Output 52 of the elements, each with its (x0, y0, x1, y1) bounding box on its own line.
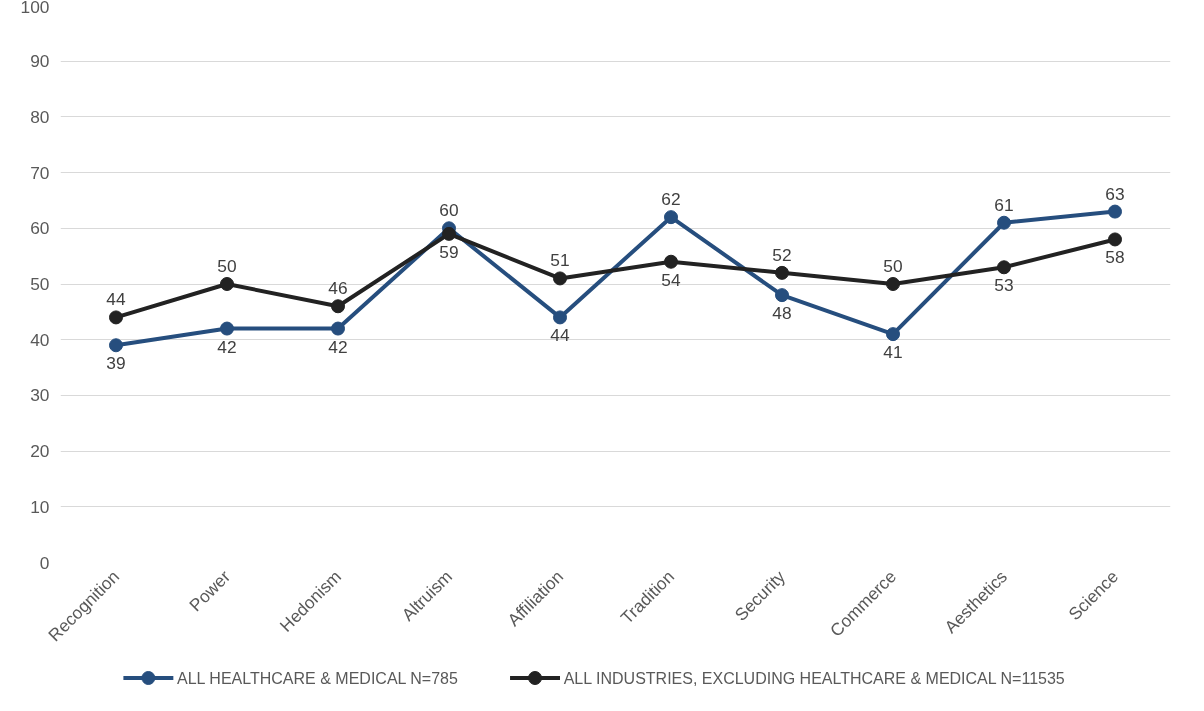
data-label: 39 (106, 353, 126, 374)
data-label: 41 (883, 342, 903, 363)
point (997, 215, 1011, 230)
data-label: 50 (883, 256, 903, 276)
data-label: 52 (772, 244, 792, 265)
point (442, 226, 456, 241)
data-label: 42 (328, 336, 348, 357)
data-label: 62 (661, 189, 681, 210)
y-tick-label: 0 (39, 552, 50, 573)
data-label: 42 (217, 336, 237, 357)
y-tick-label: 60 (30, 218, 50, 239)
point (664, 210, 678, 225)
point (220, 277, 234, 291)
point (109, 338, 123, 353)
y-tick-label: 20 (30, 441, 50, 462)
point (331, 299, 345, 314)
point (1108, 204, 1122, 219)
point (775, 288, 789, 303)
data-label: 60 (439, 200, 459, 221)
y-tick-label: 80 (30, 106, 50, 127)
y-tick-label: 30 (30, 385, 50, 406)
point (553, 310, 567, 325)
point (997, 260, 1011, 275)
data-label: 48 (772, 303, 792, 324)
data-label: 44 (550, 325, 570, 346)
y-tick-label: 40 (30, 329, 50, 350)
legend-label: ALL INDUSTRIES, EXCLUDING HEALTHCARE & MEDICAL N=11535 (563, 669, 1065, 687)
data-label: 54 (661, 269, 681, 290)
point (1108, 232, 1122, 247)
point (886, 277, 900, 291)
point (664, 254, 678, 269)
data-label: 53 (994, 275, 1014, 296)
point (886, 327, 900, 342)
point (775, 265, 789, 280)
data-label: 44 (106, 289, 126, 310)
point (220, 321, 234, 336)
y-tick-label: 90 (30, 51, 50, 72)
legend-label: ALL HEALTHCARE & MEDICAL N=785 (177, 669, 458, 687)
y-tick-label: 50 (30, 274, 50, 294)
data-label: 59 (439, 241, 459, 262)
point (331, 321, 345, 336)
data-label: 50 (217, 256, 237, 276)
point (109, 310, 123, 325)
data-label: 46 (328, 278, 348, 299)
data-label: 58 (1105, 247, 1125, 268)
y-tick-label: 10 (30, 496, 50, 517)
data-label: 51 (550, 250, 570, 271)
y-tick-label: 100 (20, 0, 50, 17)
data-label: 63 (1105, 183, 1125, 204)
y-tick-label: 70 (30, 162, 50, 183)
point (553, 271, 567, 286)
data-label: 61 (994, 194, 1014, 215)
